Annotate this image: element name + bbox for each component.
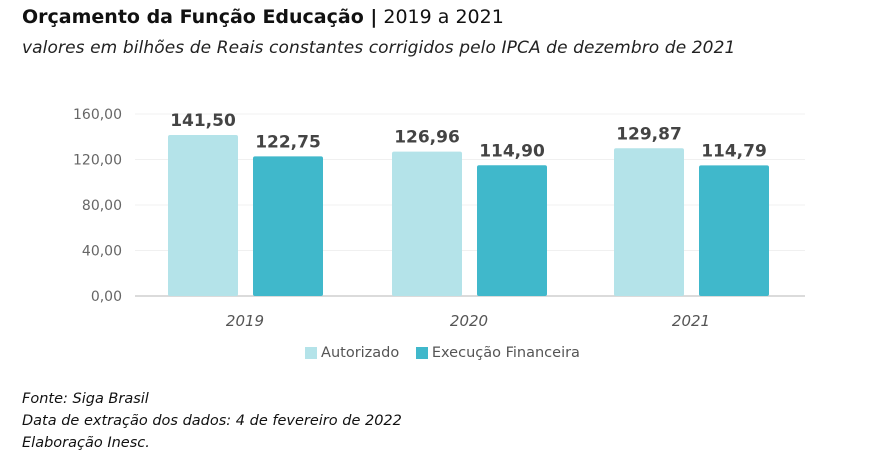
x-tick-label: 2019 <box>226 312 264 330</box>
data-label: 129,87 <box>616 124 682 144</box>
bar-chart: 0,00 40,00 80,00 120,00 160,00 141,50 122,75 20… <box>73 107 805 330</box>
bar-autorizado-2019 <box>168 135 238 296</box>
legend-item-autorizado[interactable]: Autorizado <box>305 345 399 361</box>
legend-label: Execução Financeira <box>431 345 580 361</box>
data-label: 114,90 <box>479 141 545 161</box>
bar-execucao-2021 <box>699 165 769 296</box>
data-label: 114,79 <box>701 141 767 161</box>
legend-swatch <box>415 347 428 359</box>
legend-item-execucao[interactable]: Execução Financeira <box>415 345 580 361</box>
legend-swatch <box>305 347 318 359</box>
title-years: 2019 a 2021 <box>383 6 504 28</box>
extraction-date-note: Data de extração dos dados: 4 de feverei… <box>22 413 402 429</box>
bar-execucao-2019 <box>253 156 323 296</box>
y-tick-label: 160,00 <box>73 107 122 123</box>
source-note: Fonte: Siga Brasil <box>22 391 149 407</box>
legend: Autorizado Execução Financeira <box>0 345 885 363</box>
bar-autorizado-2020 <box>392 151 462 296</box>
data-label: 126,96 <box>394 128 460 148</box>
bar-autorizado-2021 <box>614 148 684 296</box>
chart-subtitle: valores em bilhões de Reais constantes c… <box>22 38 736 58</box>
y-tick-label: 0,00 <box>91 289 122 305</box>
chart-title: Orçamento da Função Educação | 2019 a 20… <box>22 6 504 28</box>
y-tick-label: 120,00 <box>73 153 122 169</box>
x-tick-label: 2020 <box>450 312 488 330</box>
legend-label: Autorizado <box>321 345 400 361</box>
authorship-note: Elaboração Inesc. <box>22 435 150 451</box>
footer-notes: Fonte: Siga Brasil Data de extração dos … <box>22 388 402 454</box>
y-tick-label: 40,00 <box>82 244 122 260</box>
y-tick-label: 80,00 <box>82 198 122 214</box>
x-tick-label: 2021 <box>672 312 710 330</box>
data-label: 141,50 <box>170 111 236 131</box>
bar-execucao-2020 <box>477 165 547 296</box>
data-label: 122,75 <box>255 132 321 152</box>
title-bold: Orçamento da Função Educação | <box>22 6 378 28</box>
